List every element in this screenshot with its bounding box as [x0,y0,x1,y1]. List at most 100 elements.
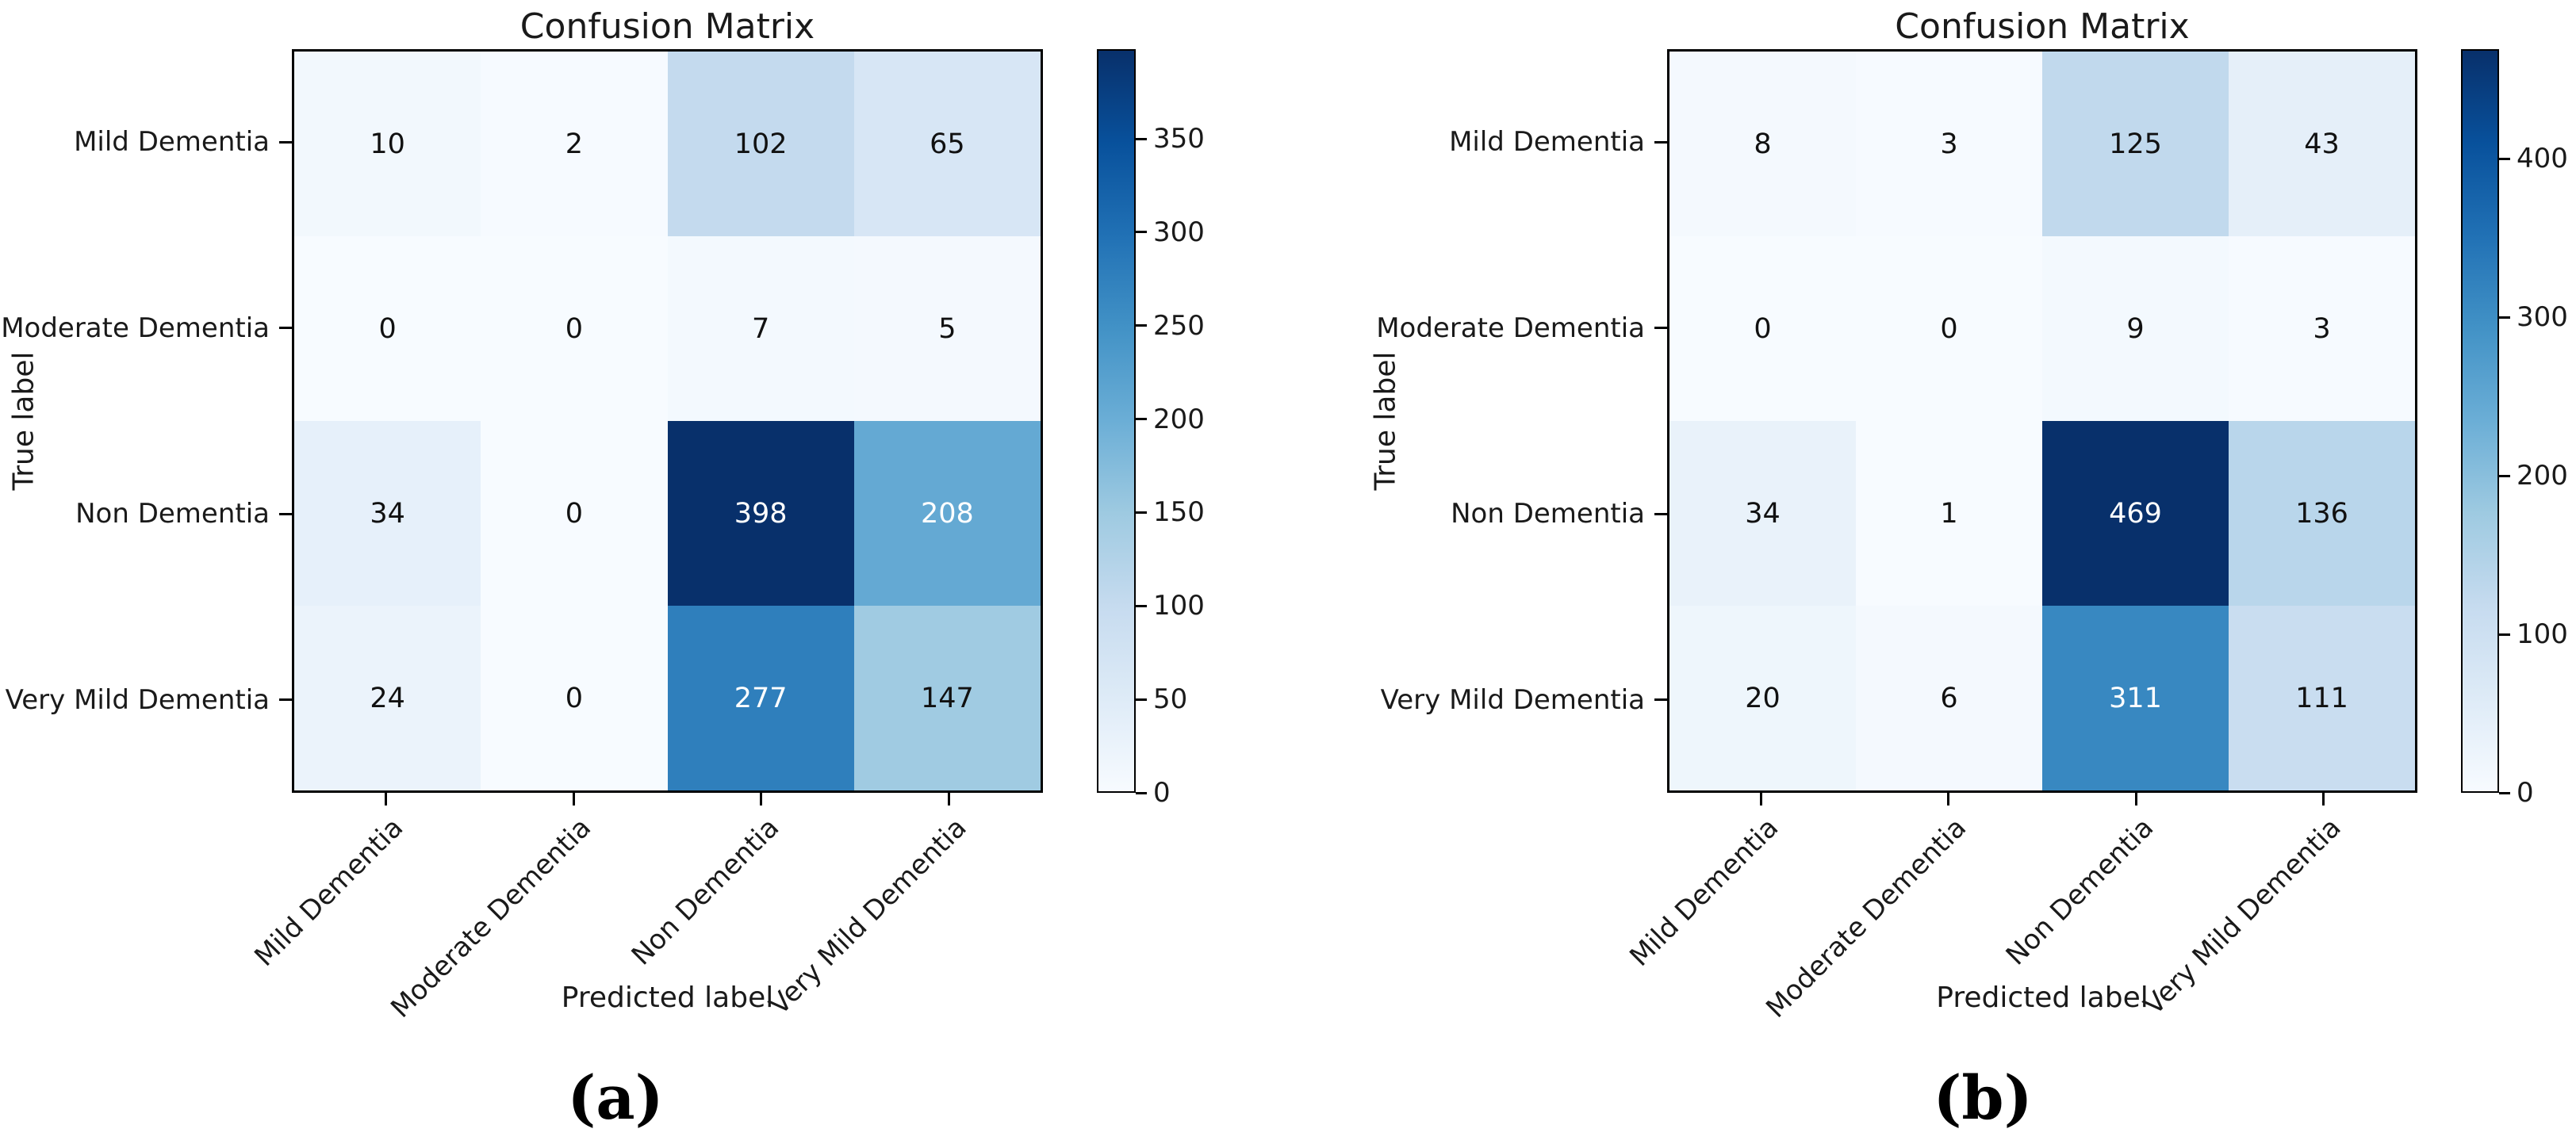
cell-value: 0 [565,312,584,345]
x-axis-label: Predicted label [561,982,774,1014]
y-tick-label: Very Mild Dementia [5,683,270,716]
x-tick-mark [384,793,387,806]
x-tick-mark [760,793,763,806]
cell-value: 311 [2109,682,2162,714]
x-tick-label: Very Mild Dementia [2138,812,2348,1022]
cell-value: 2 [565,128,584,160]
heatmap-cell: 469 [2042,421,2229,606]
heatmap-cell: 43 [2229,52,2415,236]
colorbar-tick-mark [2499,157,2510,160]
y-tick-mark [279,327,292,330]
x-tick-mark [1759,793,1762,806]
cell-value: 147 [920,682,974,714]
cell-value: 24 [370,682,405,714]
cell-value: 7 [751,312,770,345]
cell-value: 208 [920,497,974,530]
colorbar-tick-label: 200 [2517,460,2568,492]
colorbar-tick-label: 300 [1153,216,1205,248]
y-tick-mark [1654,140,1667,144]
x-tick-mark [2134,793,2137,806]
colorbar-tick-mark [1136,418,1147,421]
heatmap-cell: 0 [481,606,668,790]
y-tick-label: Very Mild Dementia [1380,683,1645,716]
y-tick-label: Mild Dementia [74,126,270,159]
colorbar-tick-mark [1136,604,1147,607]
colorbar-tick-label: 250 [1153,309,1205,342]
heatmap-cell: 136 [2229,421,2415,606]
colorbar-tick-label: 100 [1153,590,1205,622]
x-tick-mark [2322,793,2325,806]
subfigure-a: Confusion Matrix True label 10 2 102 65 0 0 7 5… [1,6,1205,1133]
colorbar-tick-mark [1136,511,1147,514]
cell-value: 0 [565,497,584,530]
cell-value: 398 [734,497,788,530]
heatmap-cell: 3 [2229,236,2415,421]
colorbar-tick-mark [2499,474,2510,477]
colorbar-gradient [1097,49,1136,793]
cell-value: 0 [1940,312,1958,345]
cell-value: 8 [1754,128,1772,160]
heatmap-cell: 277 [667,606,854,790]
cell-value: 0 [378,312,397,345]
colorbar-tick-mark [1136,231,1147,234]
cell-value: 125 [2109,128,2162,160]
cell-value: 6 [1940,682,1958,714]
x-tick-label: Non Dementia [2000,812,2160,972]
y-tick-label: Moderate Dementia [1,312,270,344]
y-axis-label: True label [7,351,40,491]
plot-title: Confusion Matrix [519,6,815,47]
y-tick-mark [1654,327,1667,330]
heatmap-cell: 8 [1669,52,1856,236]
heatmap-cell: 0 [481,236,668,421]
cell-value: 34 [1745,497,1781,530]
colorbar-tick-mark [1136,137,1147,140]
cell-value: 3 [2313,312,2331,345]
x-tick-mark [1947,793,1950,806]
y-tick-label: Moderate Dementia [1376,312,1645,344]
subfigure-caption-a: (a) [567,1062,664,1133]
heatmap-cell: 1 [1856,421,2042,606]
colorbar-tick-label: 200 [1153,403,1205,435]
heatmap-cell: 5 [853,236,1041,421]
heatmap-cell: 20 [1669,606,1856,790]
heatmap-cell: 311 [2042,606,2229,790]
heatmap-cell: 102 [667,52,854,236]
cell-value: 469 [2109,497,2162,530]
heatmap-cell: 10 [294,52,481,236]
cell-value: 102 [734,128,788,160]
heatmap-cell: 0 [481,421,668,606]
heatmap-cell: 24 [294,606,481,790]
colorbar-tick-mark [1136,791,1147,794]
colorbar-tick-label: 350 [1153,123,1205,155]
y-tick-mark [1654,512,1667,515]
cell-value: 0 [565,682,584,714]
heatmap-cell: 65 [853,52,1041,236]
colorbar-tick-label: 50 [1153,683,1188,716]
y-tick-mark [279,698,292,702]
cell-value: 20 [1745,682,1781,714]
subfigure-caption-b: (b) [1933,1062,2033,1133]
heatmap-cell: 208 [853,421,1041,606]
x-tick-label: Very Mild Dementia [763,812,973,1022]
cell-value: 34 [370,497,405,530]
colorbar-tick-mark [2499,633,2510,636]
cell-value: 136 [2295,497,2348,530]
heatmap-cell: 34 [294,421,481,606]
y-axis-label: True label [1369,351,1402,491]
colorbar-tick-mark [2499,316,2510,319]
heatmap-cell: 34 [1669,421,1856,606]
cell-value: 1 [1940,497,1958,530]
x-tick-label: Mild Dementia [1623,812,1785,973]
cell-value: 5 [938,312,956,345]
colorbar-tick-mark [1136,324,1147,327]
x-tick-mark [948,793,951,806]
x-tick-label: Mild Dementia [248,812,410,973]
colorbar-tick-label: 400 [2517,143,2568,174]
heatmap-cell: 147 [853,606,1041,790]
cell-value: 0 [1754,312,1772,345]
heatmap-cell: 0 [294,236,481,421]
colorbar-tick-mark [2499,791,2510,794]
subfigure-b: Confusion Matrix True label 8 3 125 43 0 0 9 3 3… [1288,0,2576,1148]
heatmap-cell: 6 [1856,606,2042,790]
